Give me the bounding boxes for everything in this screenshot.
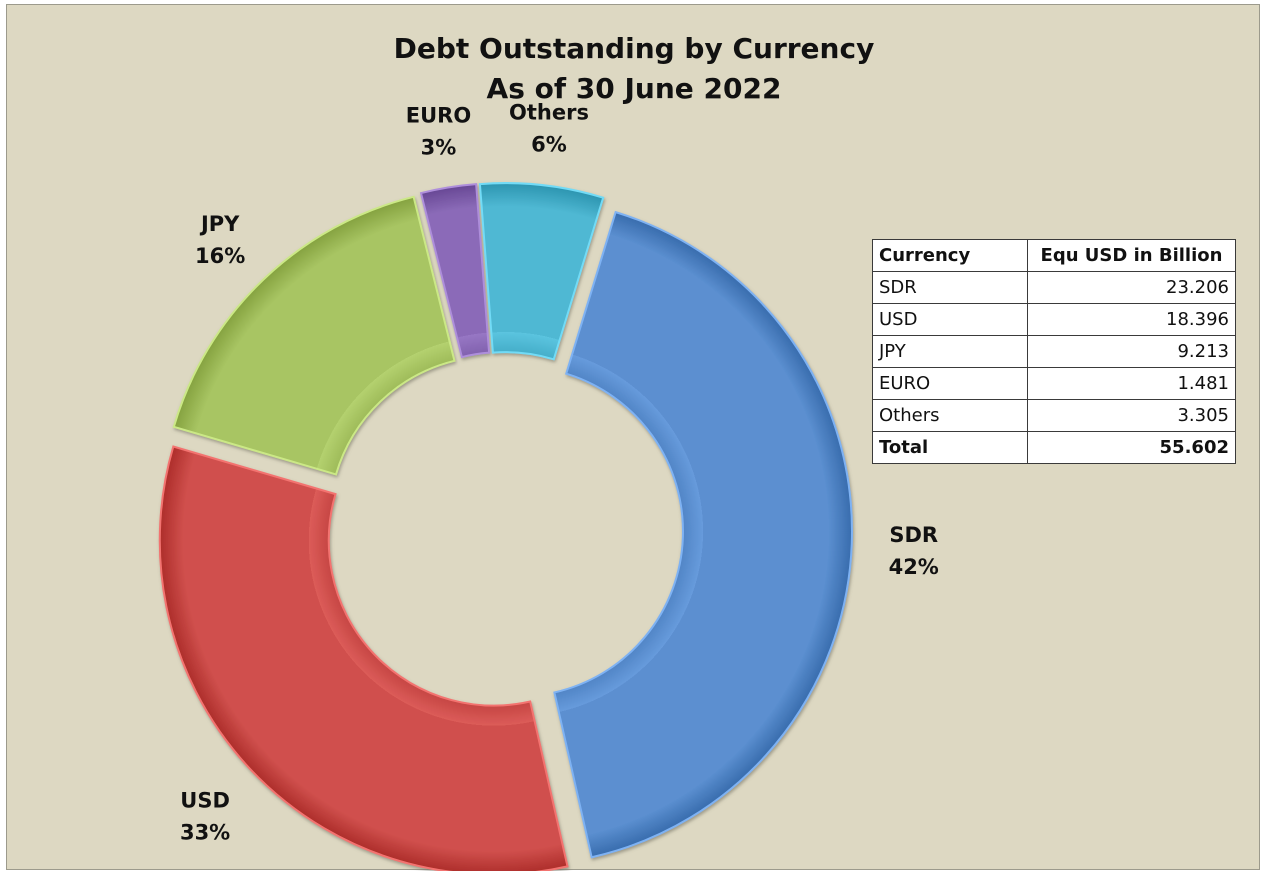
chart-title-line-2: As of 30 June 2022 (486, 72, 782, 105)
table-cell-value: 18.396 (1027, 303, 1236, 336)
table-total-value: 55.602 (1027, 431, 1236, 464)
table-row: SDR 23.206 (872, 271, 1236, 304)
header-currency: Currency (872, 239, 1028, 272)
table-header-row: Currency Equ USD in Billion (872, 239, 1236, 272)
chart-title-line-1: Debt Outstanding by Currency (393, 32, 875, 65)
slice-label-jpy: JPY 16% (195, 212, 245, 268)
table-cell-currency: SDR (872, 271, 1028, 304)
table-cell-currency: USD (872, 303, 1028, 336)
table-cell-currency: JPY (872, 335, 1028, 368)
table-total-row: Total 55.602 (872, 431, 1236, 464)
table-cell-value: 1.481 (1027, 367, 1236, 400)
table-cell-value: 3.305 (1027, 399, 1236, 432)
slice-jpy (172, 195, 456, 476)
table-row: Others 3.305 (872, 399, 1236, 432)
slice-label-euro: EURO 3% (406, 103, 471, 159)
slice-sdr (553, 210, 853, 859)
slice-euro (419, 183, 491, 359)
donut-chart: SDR 42% USD 33% JPY 16% EURO 3% Others 6% (158, 100, 939, 871)
table-row: USD 18.396 (872, 303, 1236, 336)
table-cell-value: 23.206 (1027, 271, 1236, 304)
chart-area: Debt Outstanding by Currency As of 30 Ju… (6, 4, 1261, 871)
table-row: JPY 9.213 (872, 335, 1236, 368)
table-cell-currency: EURO (872, 367, 1028, 400)
table-cell-currency: Others (872, 399, 1028, 432)
header-equ-usd: Equ USD in Billion (1027, 239, 1236, 272)
slice-label-others: Others 6% (509, 100, 589, 156)
slice-usd (158, 445, 569, 871)
slice-labels: SDR 42% USD 33% JPY 16% EURO 3% Others 6% (180, 100, 939, 844)
table-cell-value: 9.213 (1027, 335, 1236, 368)
slice-label-usd: USD 33% (180, 789, 230, 845)
slice-others (478, 182, 605, 361)
table-row: EURO 1.481 (872, 367, 1236, 400)
slice-label-sdr: SDR 42% (889, 523, 939, 579)
donut-slices (158, 182, 853, 871)
table-total-label: Total (872, 431, 1028, 464)
currency-table: Currency Equ USD in Billion SDR 23.206 U… (872, 239, 1236, 464)
chart-title: Debt Outstanding by Currency As of 30 Ju… (7, 29, 1261, 109)
